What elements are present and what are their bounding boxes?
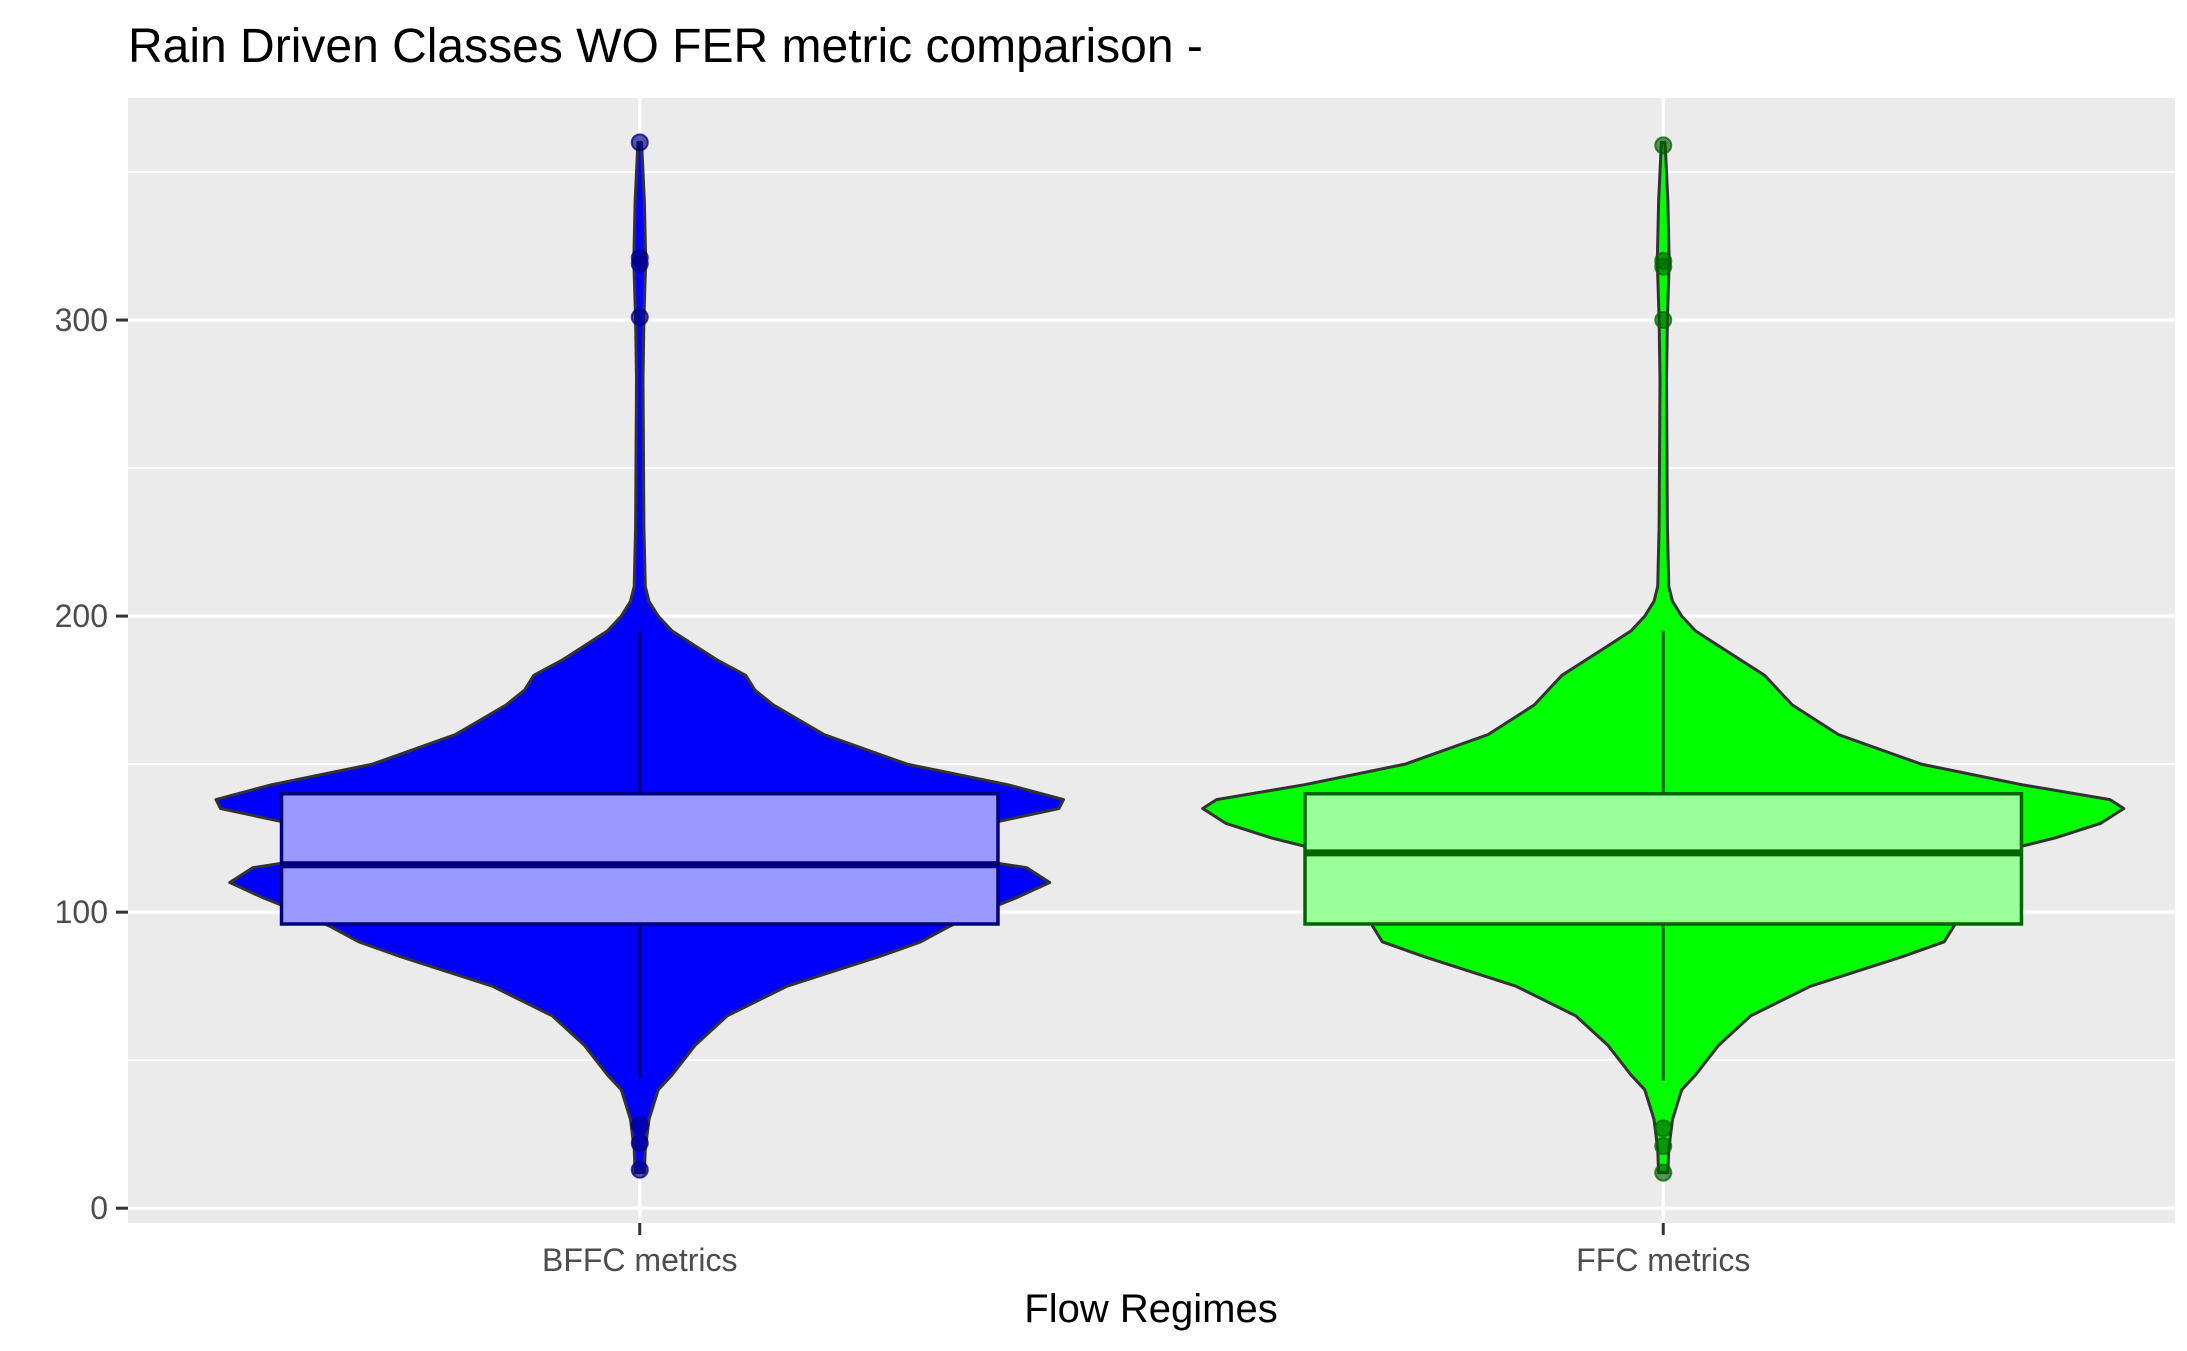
outlier-point <box>1654 1119 1673 1138</box>
y-tick-label: 100 <box>55 894 108 930</box>
box <box>279 791 1000 926</box>
outlier-point <box>630 254 649 273</box>
violin-group <box>214 133 1065 1179</box>
outlier-point <box>630 1160 649 1179</box>
y-tick-label: 200 <box>55 598 108 634</box>
outlier-point <box>630 1116 649 1135</box>
y-tick-label: 300 <box>55 302 108 338</box>
outlier-point <box>1654 1137 1673 1156</box>
outlier-point <box>630 308 649 327</box>
outlier-point <box>1654 136 1673 155</box>
x-axis: BFFC metrics FFC metrics <box>542 1223 1750 1278</box>
outlier-point <box>1654 311 1673 330</box>
x-axis-title: Flow Regimes <box>1024 1287 1277 1331</box>
box <box>1303 791 2024 926</box>
violin-group <box>1201 136 2126 1182</box>
plot-panel <box>128 98 2175 1223</box>
y-axis: 0 100 200 300 <box>55 302 128 1226</box>
y-tick-label: 0 <box>90 1190 108 1226</box>
outlier-point <box>1654 1163 1673 1182</box>
violin-layer <box>214 133 2126 1182</box>
x-tick-label: FFC metrics <box>1576 1242 1750 1278</box>
outlier-point <box>630 133 649 152</box>
outlier-point <box>1654 257 1673 276</box>
x-tick-label: BFFC metrics <box>542 1242 738 1278</box>
chart-title: Rain Driven Classes WO FER metric compar… <box>128 20 1203 73</box>
outlier-point <box>630 1134 649 1153</box>
